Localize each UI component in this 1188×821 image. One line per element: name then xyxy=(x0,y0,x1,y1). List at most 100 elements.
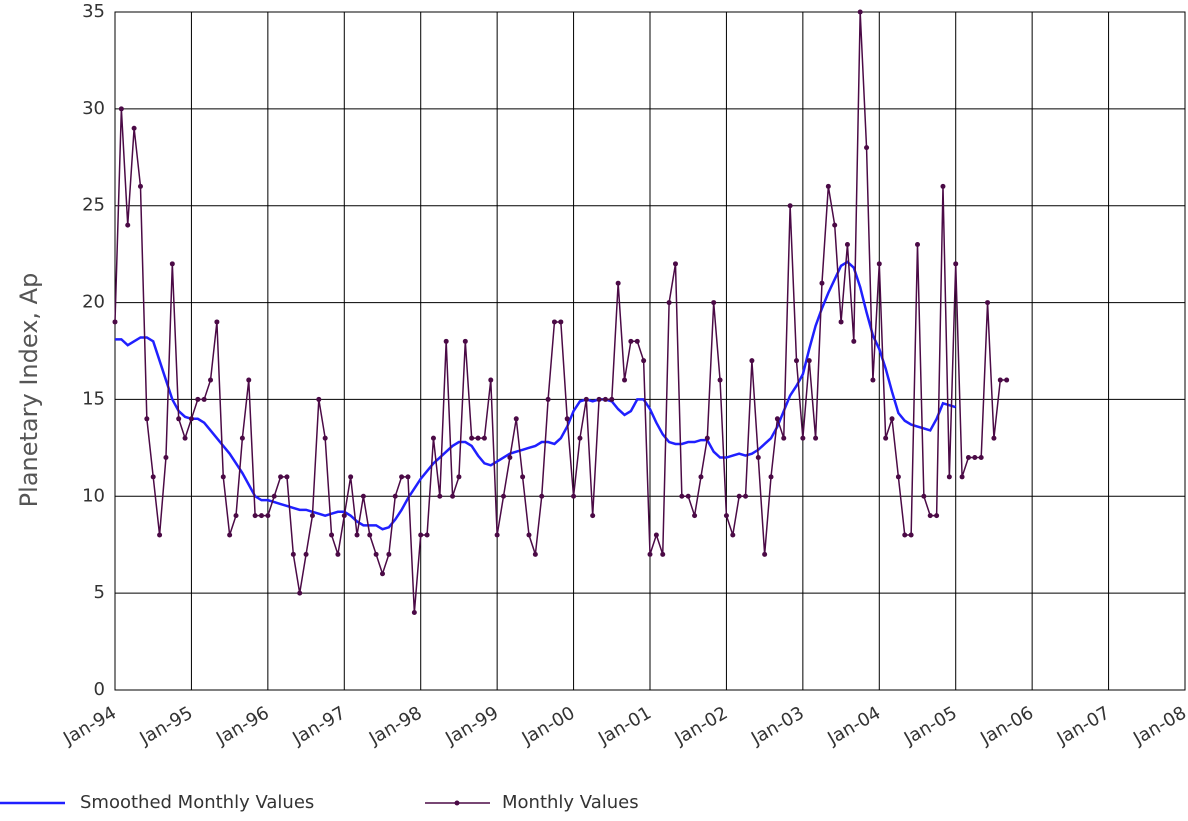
data-point xyxy=(271,493,277,499)
data-point xyxy=(685,493,691,499)
data-point xyxy=(462,338,468,344)
data-point xyxy=(825,183,831,189)
data-point xyxy=(239,435,245,441)
data-point xyxy=(622,377,628,383)
data-point xyxy=(736,493,742,499)
data-point xyxy=(832,222,838,228)
data-point xyxy=(539,493,545,499)
x-tick-label: Jan-97 xyxy=(288,702,349,749)
data-point xyxy=(953,261,959,267)
data-point xyxy=(290,551,296,557)
data-point xyxy=(857,9,863,15)
data-point xyxy=(501,493,507,499)
data-point xyxy=(590,513,596,519)
x-tick-label: Jan-96 xyxy=(212,702,273,749)
data-point xyxy=(335,551,341,557)
data-point xyxy=(469,435,475,441)
data-point xyxy=(749,358,755,364)
plot-frame xyxy=(114,11,1186,691)
data-point xyxy=(201,396,207,402)
data-point xyxy=(125,222,131,228)
data-point xyxy=(774,416,780,422)
data-point xyxy=(577,435,583,441)
data-point xyxy=(768,474,774,480)
data-point xyxy=(895,474,901,480)
data-point xyxy=(399,474,405,480)
data-point xyxy=(940,183,946,189)
data-point xyxy=(112,319,118,325)
data-point xyxy=(991,435,997,441)
data-point xyxy=(660,551,666,557)
data-point xyxy=(641,358,647,364)
data-point xyxy=(666,300,672,306)
data-point xyxy=(309,513,315,519)
data-point xyxy=(844,241,850,247)
data-point xyxy=(934,513,940,519)
data-point xyxy=(520,474,526,480)
data-point xyxy=(411,610,417,616)
data-point xyxy=(583,396,589,402)
data-point xyxy=(793,358,799,364)
data-point xyxy=(730,532,736,538)
data-point xyxy=(819,280,825,286)
data-point xyxy=(711,300,717,306)
data-point xyxy=(800,435,806,441)
data-point xyxy=(443,338,449,344)
data-point xyxy=(437,493,443,499)
data-point xyxy=(532,551,538,557)
data-point xyxy=(876,261,882,267)
data-point xyxy=(348,474,354,480)
data-point xyxy=(921,493,927,499)
data-point xyxy=(507,455,513,461)
data-point xyxy=(704,435,710,441)
y-tick-label: 25 xyxy=(82,195,105,216)
data-point xyxy=(265,513,271,519)
data-point xyxy=(144,416,150,422)
data-point xyxy=(946,474,952,480)
data-point xyxy=(902,532,908,538)
data-point xyxy=(615,280,621,286)
x-tick-label: Jan-08 xyxy=(1129,702,1188,749)
data-point xyxy=(609,396,615,402)
data-point xyxy=(526,532,532,538)
data-point xyxy=(564,416,570,422)
data-point xyxy=(220,474,226,480)
x-tick-label: Jan-06 xyxy=(976,702,1037,749)
data-point xyxy=(787,203,793,209)
data-point xyxy=(634,338,640,344)
data-point xyxy=(571,493,577,499)
data-point xyxy=(278,474,284,480)
data-point xyxy=(883,435,889,441)
data-point xyxy=(316,396,322,402)
data-point xyxy=(545,396,551,402)
data-point xyxy=(965,455,971,461)
data-point xyxy=(297,590,303,596)
data-point xyxy=(997,377,1003,383)
data-point xyxy=(341,513,347,519)
data-point xyxy=(367,532,373,538)
legend-label: Monthly Values xyxy=(502,792,639,813)
data-point xyxy=(672,261,678,267)
data-point xyxy=(360,493,366,499)
data-point xyxy=(781,435,787,441)
data-point xyxy=(208,377,214,383)
data-point xyxy=(456,474,462,480)
data-point xyxy=(972,455,978,461)
data-point xyxy=(698,474,704,480)
data-point xyxy=(246,377,252,383)
data-point xyxy=(163,455,169,461)
data-point xyxy=(723,513,729,519)
data-point xyxy=(806,358,812,364)
series-line xyxy=(114,11,1007,613)
legend-label: Smoothed Monthly Values xyxy=(80,792,314,813)
x-tick-label: Jan-95 xyxy=(136,702,197,749)
data-point xyxy=(978,455,984,461)
data-point xyxy=(182,435,188,441)
x-tick-label: Jan-00 xyxy=(518,702,579,749)
data-point xyxy=(424,532,430,538)
data-point xyxy=(551,319,557,325)
data-point xyxy=(813,435,819,441)
data-point xyxy=(157,532,163,538)
